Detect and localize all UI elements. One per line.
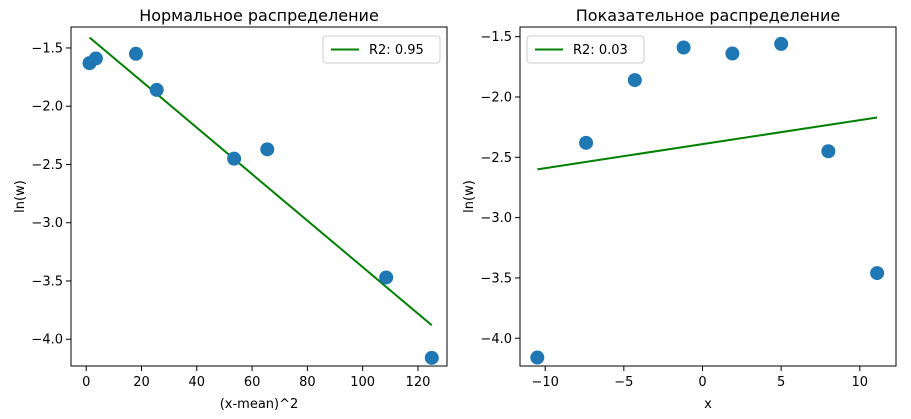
right-x-tick-label: −10 bbox=[531, 375, 558, 390]
right-data-point bbox=[821, 144, 836, 159]
left-x-tick-label: 0 bbox=[82, 375, 90, 390]
left-y-tick-label: −1.5 bbox=[31, 41, 63, 56]
left-chart-title: Нормальное распределение bbox=[139, 6, 379, 25]
right-axes-frame bbox=[519, 26, 897, 367]
left-y-tick-label: −2.5 bbox=[31, 158, 63, 173]
left-legend-box bbox=[322, 35, 441, 64]
left-y-axis-label: ln(w) bbox=[13, 180, 28, 213]
right-x-axis-label: x bbox=[704, 397, 712, 412]
left-y-tick-label: −2.0 bbox=[31, 100, 63, 115]
left-y-tick-label: −3.5 bbox=[31, 274, 63, 289]
left-data-point bbox=[88, 51, 103, 66]
left-y-tick-label: −3.0 bbox=[31, 216, 63, 231]
right-x-tick-label: −5 bbox=[614, 375, 633, 390]
left-legend-label: R2: 0.95 bbox=[369, 43, 424, 58]
right-fit-line bbox=[537, 116, 878, 171]
right-y-tick-label: −1.5 bbox=[480, 30, 512, 45]
left-data-point bbox=[260, 142, 275, 157]
right-data-point bbox=[579, 135, 594, 150]
right-legend-label: R2: 0.03 bbox=[573, 43, 628, 58]
left-x-tick-label: 20 bbox=[133, 375, 150, 390]
right-data-point bbox=[774, 36, 789, 51]
left-x-tick-label: 60 bbox=[244, 375, 261, 390]
left-x-tick-label: 120 bbox=[406, 375, 431, 390]
left-data-point bbox=[149, 82, 164, 97]
right-x-tick-label: 5 bbox=[777, 375, 785, 390]
left-x-axis-label: (x-mean)^2 bbox=[220, 397, 299, 412]
right-data-point bbox=[530, 350, 545, 365]
right-chart-panel: −10 −5 0 5 10 −4.0 −3.5 −3.0 −2.5 −2.0 −1.5 Показат… bbox=[462, 6, 897, 412]
right-data-point bbox=[676, 40, 691, 55]
left-chart-panel: 0 20 40 60 80 100 120 −4.0 −3.5 −3.0 −2.5 −2.0 −1.5 Н… bbox=[13, 6, 448, 412]
left-y-tick-label: −4.0 bbox=[31, 333, 63, 348]
left-data-point bbox=[424, 350, 439, 365]
right-chart-title: Показательное распределение bbox=[576, 6, 841, 25]
right-y-axis-label: ln(w) bbox=[462, 180, 477, 213]
left-data-point bbox=[227, 151, 242, 166]
right-x-tick-label: 10 bbox=[852, 375, 869, 390]
right-y-tick-label: −2.0 bbox=[480, 90, 512, 105]
right-data-point bbox=[870, 266, 885, 281]
left-x-tick-label: 40 bbox=[189, 375, 206, 390]
right-y-tick-label: −3.5 bbox=[480, 271, 512, 286]
right-y-tick-label: −3.0 bbox=[480, 211, 512, 226]
right-data-point bbox=[627, 73, 642, 88]
left-x-tick-label: 80 bbox=[299, 375, 316, 390]
left-x-tick-label: 100 bbox=[350, 375, 375, 390]
right-y-tick-label: −2.5 bbox=[480, 151, 512, 166]
left-data-point bbox=[128, 46, 143, 61]
right-legend-box bbox=[526, 35, 645, 64]
left-data-point bbox=[379, 270, 394, 285]
right-x-tick-label: 0 bbox=[698, 375, 706, 390]
right-y-tick-label: −4.0 bbox=[480, 332, 512, 347]
right-data-point bbox=[725, 46, 740, 61]
left-fit-line bbox=[88, 36, 433, 326]
left-axes-frame bbox=[70, 26, 448, 367]
